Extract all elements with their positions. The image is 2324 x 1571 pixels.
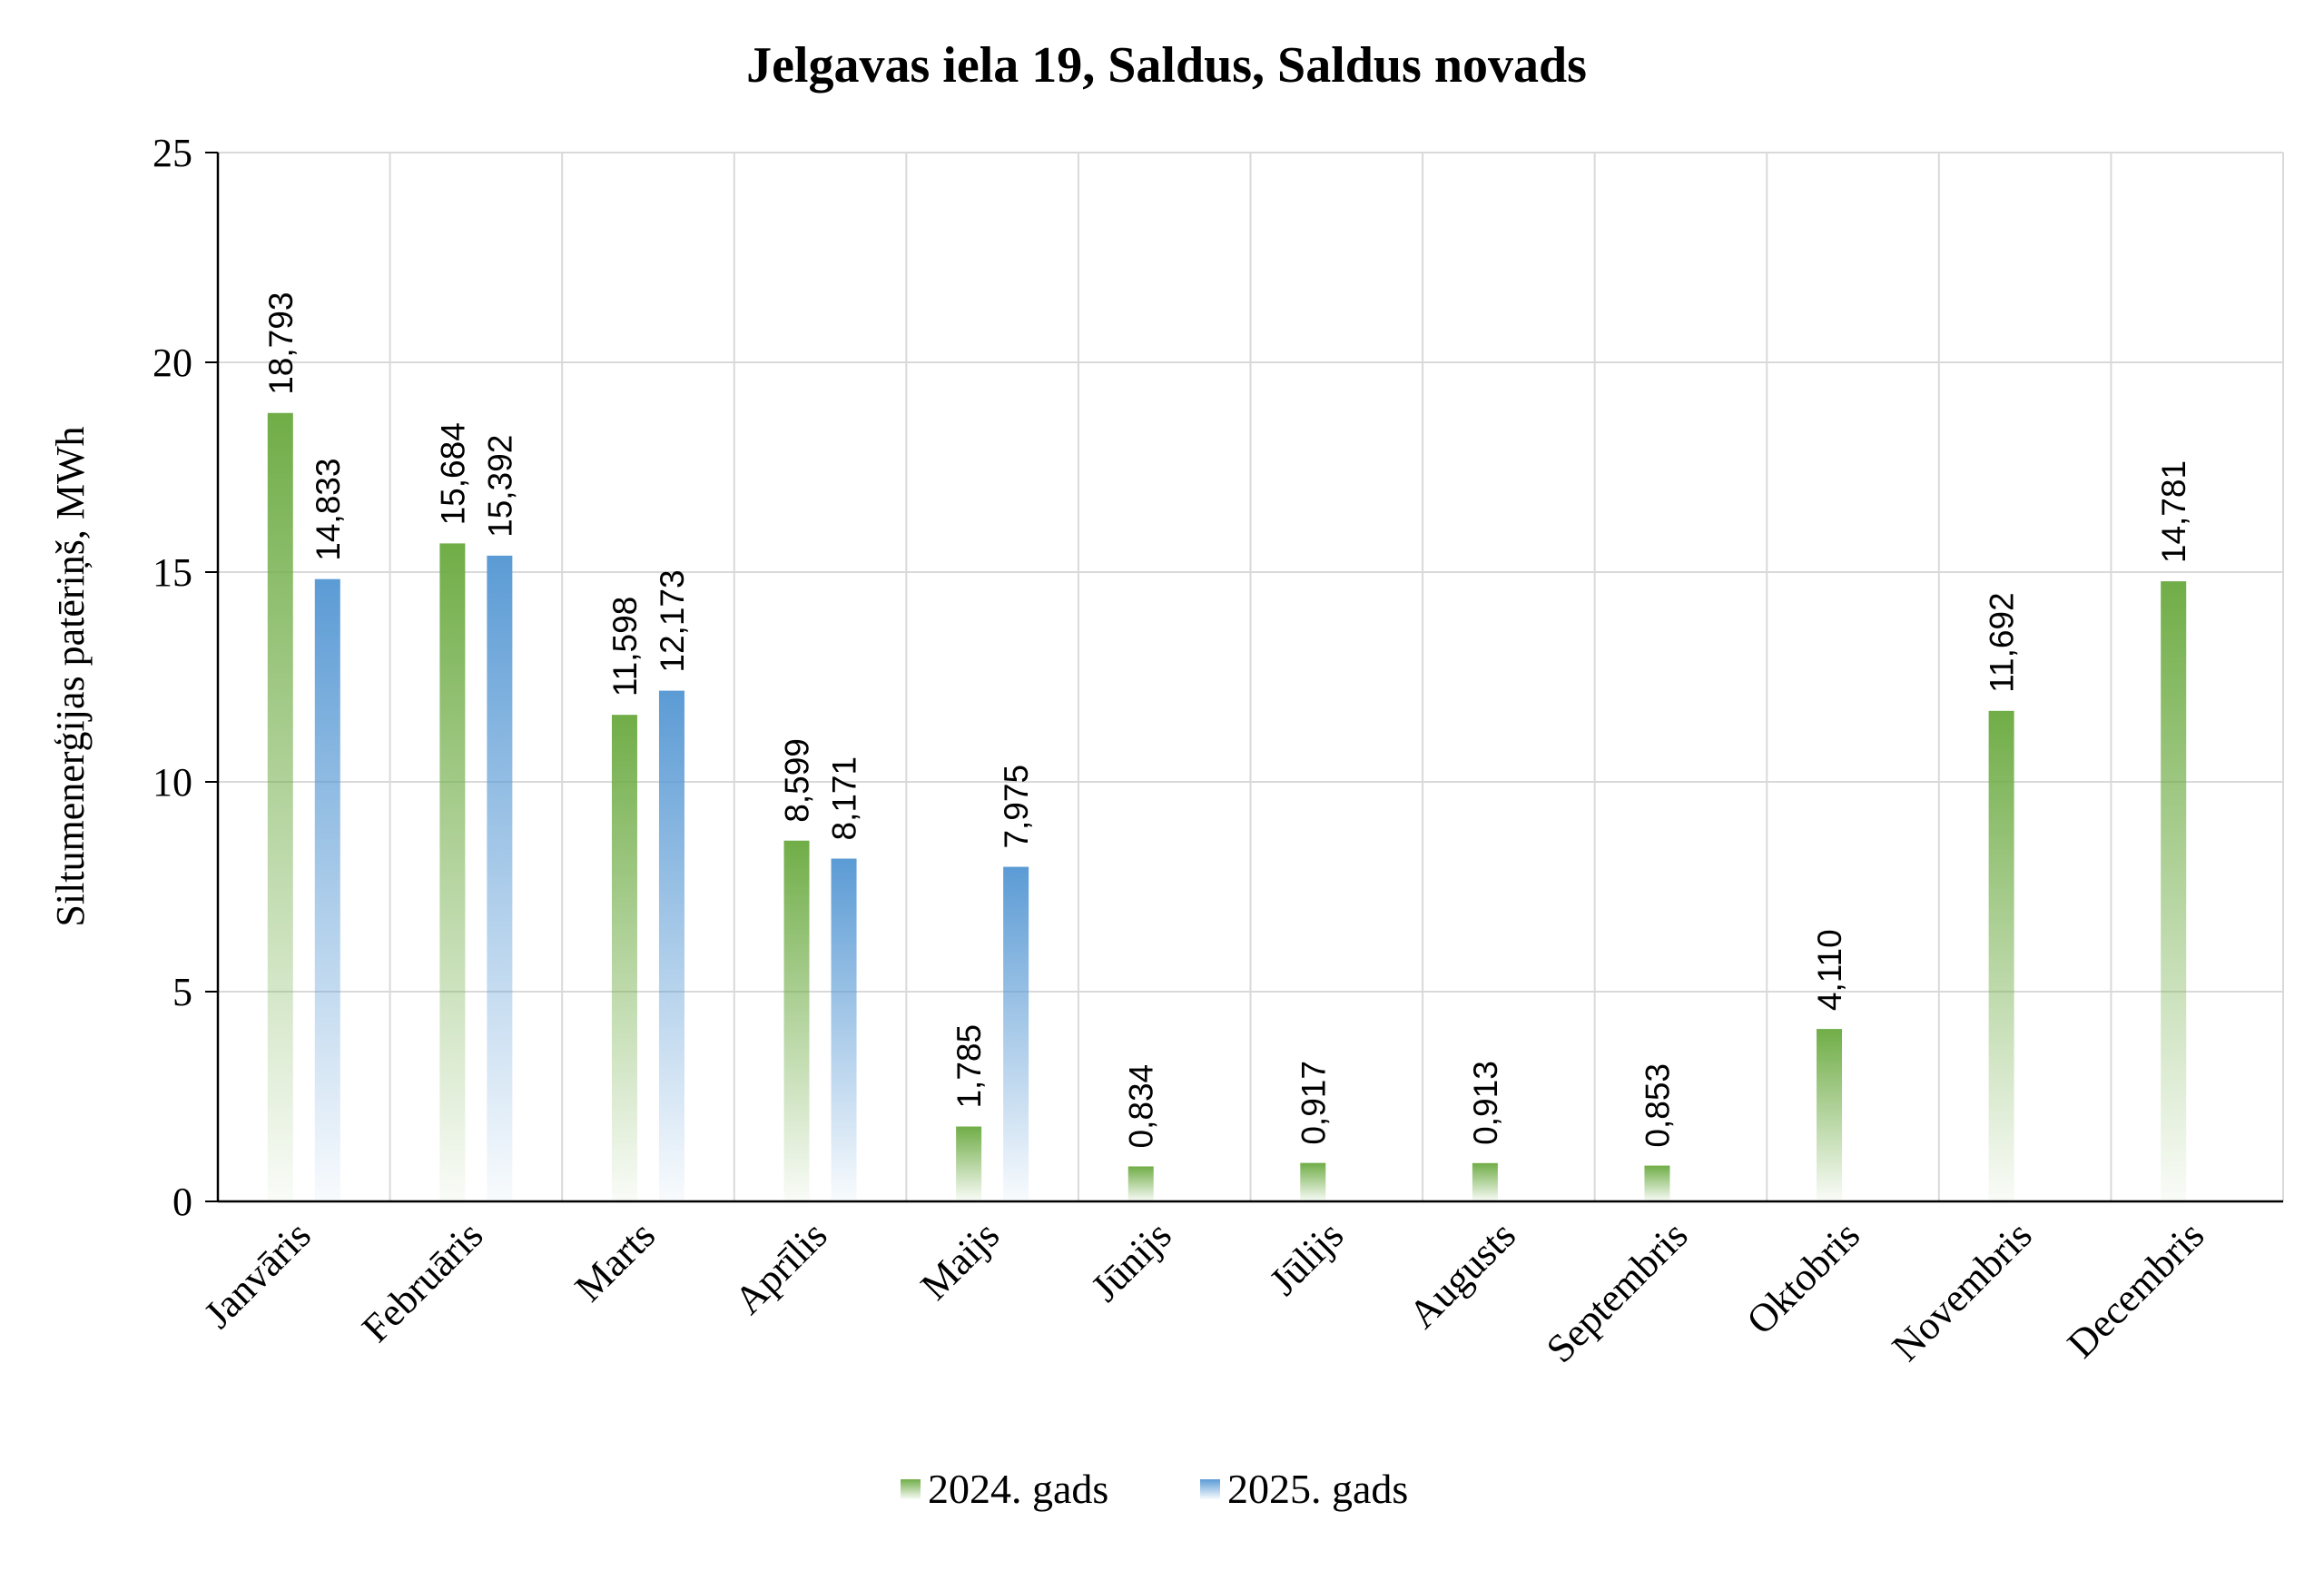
axes xyxy=(205,152,2283,1203)
x-tick-label: Februāris xyxy=(353,1212,491,1350)
bar xyxy=(1472,1162,1498,1201)
x-tick-label: Janvāris xyxy=(195,1212,320,1337)
y-tick-label: 20 xyxy=(153,341,192,385)
legend-swatch xyxy=(901,1479,921,1499)
data-label: 8,171 xyxy=(826,756,863,841)
bar xyxy=(267,412,293,1201)
bar xyxy=(439,543,466,1201)
data-label: 0,917 xyxy=(1295,1061,1332,1145)
y-tick-label: 15 xyxy=(153,550,192,595)
x-tick-label: Jūnijs xyxy=(1083,1212,1180,1309)
chart-title: Jelgavas iela 19, Saldus, Saldus novads xyxy=(746,37,1587,94)
x-tick-label: Septembris xyxy=(1538,1212,1697,1371)
y-tick-label: 25 xyxy=(153,131,192,175)
y-tick-label: 0 xyxy=(172,1180,192,1224)
data-label: 11,598 xyxy=(606,597,644,697)
y-axis-label: Siltumenerģijas patēriņš, MWh xyxy=(48,426,93,926)
x-tick-label: Novembris xyxy=(1884,1212,2041,1369)
bar xyxy=(1644,1165,1670,1201)
bar xyxy=(611,715,637,1201)
x-tick-label: Jūlijs xyxy=(1261,1212,1352,1303)
y-tick-labels: 0 5 10 15 20 25 xyxy=(153,131,192,1224)
bar xyxy=(314,578,340,1201)
x-tick-label: Marts xyxy=(566,1212,664,1309)
y-tick-label: 10 xyxy=(153,760,192,805)
bar xyxy=(1003,866,1029,1201)
bar xyxy=(1300,1162,1326,1201)
data-label: 14,833 xyxy=(310,459,347,561)
bar xyxy=(1128,1166,1154,1201)
bar xyxy=(1988,710,2014,1201)
bar xyxy=(487,555,513,1201)
data-label: 4,110 xyxy=(1811,929,1848,1011)
bar xyxy=(2161,581,2187,1201)
data-label: 18,793 xyxy=(262,292,300,395)
bar xyxy=(783,840,810,1201)
bar xyxy=(956,1126,982,1201)
x-tick-label: Aprīlis xyxy=(726,1212,836,1322)
x-tick-label: Augusts xyxy=(1400,1212,1524,1337)
data-label: 1,785 xyxy=(950,1024,988,1109)
data-label: 11,692 xyxy=(1984,592,2021,692)
legend-label: 2025. gads xyxy=(1227,1466,1408,1512)
data-label: 8,599 xyxy=(779,738,816,823)
x-tick-labels: Janvāris Februāris Marts Aprīlis Maijs Jūnijs… xyxy=(195,1212,2212,1371)
bar xyxy=(831,858,857,1201)
bar xyxy=(1817,1029,1843,1201)
x-tick-label: Decembris xyxy=(2059,1212,2212,1366)
legend-swatch xyxy=(1200,1479,1220,1499)
data-label: 0,913 xyxy=(1467,1061,1504,1145)
data-label: 7,975 xyxy=(998,765,1035,849)
data-label: 14,781 xyxy=(2155,460,2192,563)
legend-label: 2024. gads xyxy=(928,1466,1108,1512)
bars xyxy=(267,412,2187,1201)
bar xyxy=(658,690,684,1201)
data-label: 12,173 xyxy=(654,569,691,672)
data-label: 15,392 xyxy=(481,435,518,538)
legend: 2024. gads 2025. gads xyxy=(901,1466,1408,1512)
x-tick-label: Oktobris xyxy=(1738,1212,1869,1343)
y-tick-label: 5 xyxy=(172,970,192,1014)
data-label: 0,834 xyxy=(1123,1064,1160,1149)
data-label: 0,853 xyxy=(1639,1063,1676,1148)
x-tick-label: Maijs xyxy=(912,1212,1009,1309)
grid xyxy=(218,152,2284,1201)
data-label: 15,684 xyxy=(434,422,471,525)
data-labels: 18,793 14,833 15,684 15,392 11,598 12,173 8,59… xyxy=(262,292,2192,1149)
